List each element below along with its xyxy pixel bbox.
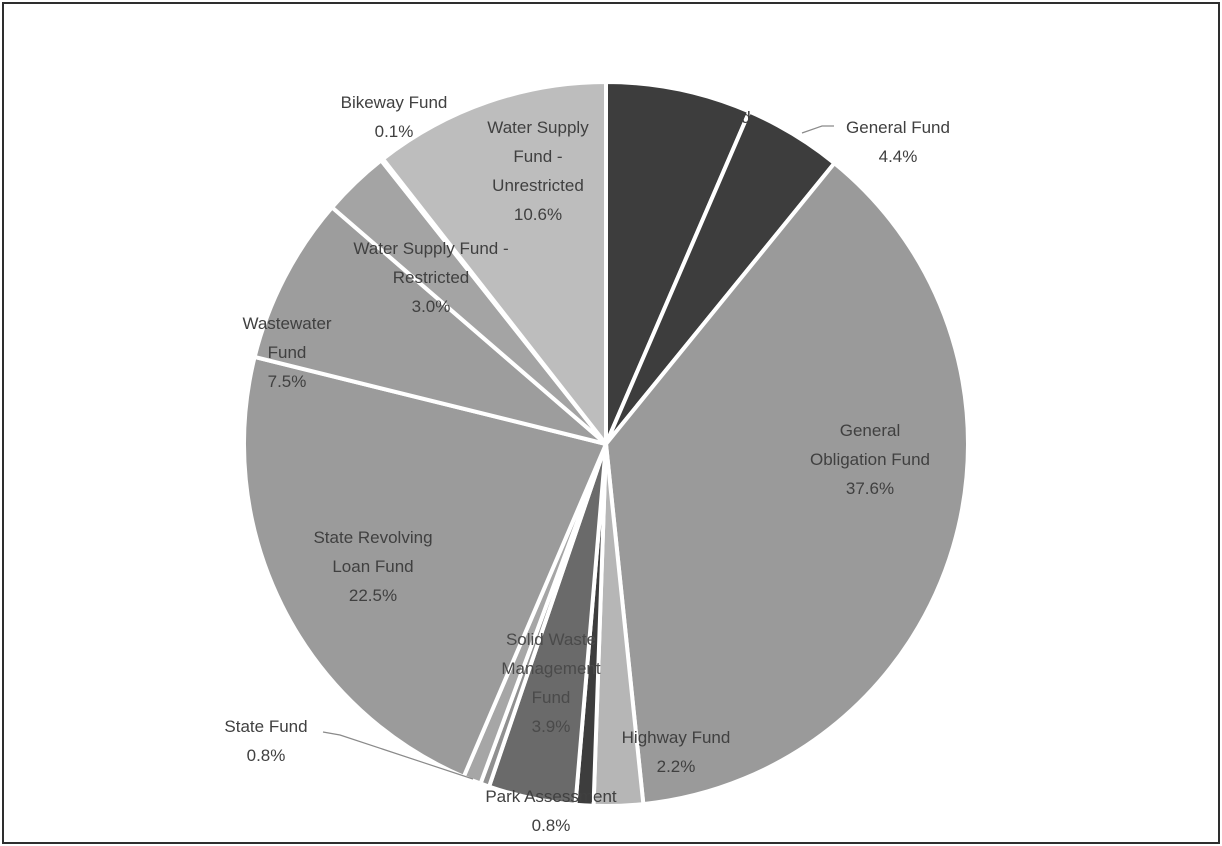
pie-slices [242,80,970,809]
slice-label-bond-fund-label-obscured: d [741,108,750,127]
slice-label-general-obligation-fund: General Obligation Fund 37.6% [810,421,930,498]
pie-slice-general-obligation-fund [604,161,970,807]
slice-label-highway-fund: Highway Fund 2.2% [622,728,731,776]
pie-slice-bond-fund-label-obscured [604,80,752,446]
leader-lines [322,125,834,780]
slice-labels: d General Fund 4.4% General Obligation Fund 3… [224,93,950,835]
slice-label-bikeway-fund: Bikeway Fund 0.1% [341,93,448,141]
leader-line-state-fund [322,731,474,780]
pie-slice-state-revolving-loan-fund [242,354,608,779]
slice-label-solid-waste-management-fund: Solid Waste Management Fund 3.9% [501,630,601,736]
slice-label-water-supply-fund-unrestricted: Water Supply Fund -Unrestricted 10.6% [487,118,589,224]
slice-label-state-fund: State Fund 0.8% [224,717,307,765]
slice-label-state-revolving-loan-fund: State Revolving Loan Fund 22.5% [313,528,432,605]
pie-slice-wastewater-fund [252,205,608,446]
slice-label-wastewater-fund: Wastewater Fund 7.5% [242,314,331,391]
pie-slice-water-supply-fund-unrestricted [380,80,608,446]
slice-label-general-fund: General Fund 4.4% [846,118,950,166]
slice-label-water-supply-fund-restricted: Water Supply Fund -Restricted 3.0% [353,239,508,316]
leader-line-general-fund [801,125,834,134]
slice-label-park-assessment: Park Assessment 0.8% [485,787,617,835]
